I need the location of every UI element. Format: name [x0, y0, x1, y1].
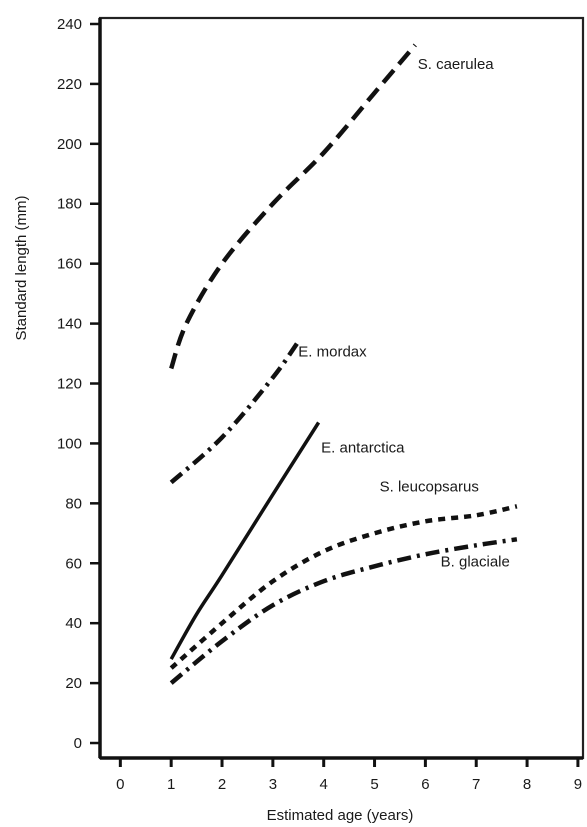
series-label: S. leucopsarus — [380, 478, 479, 495]
y-tick-label: 220 — [57, 76, 82, 93]
x-tick-label: 7 — [472, 776, 480, 793]
y-tick-label: 0 — [74, 735, 82, 752]
plot-frame — [98, 16, 585, 760]
series-line-s-caerulea — [169, 43, 417, 370]
series-label: S. caerulea — [418, 56, 495, 73]
y-tick-label: 200 — [57, 136, 82, 153]
x-tick-label: 0 — [116, 776, 124, 793]
y-tick-label: 240 — [57, 16, 82, 33]
x-tick-label: 4 — [320, 776, 328, 793]
x-tick-label: 5 — [370, 776, 378, 793]
series-labels: S. caerulea E. mordax E. antarctica S. leuc… — [298, 56, 510, 570]
series-lines — [169, 43, 518, 685]
y-tick-label: 180 — [57, 196, 82, 213]
y-tick-label: 100 — [57, 435, 82, 452]
y-axis-ticks: 0 20 40 60 80 100 120 140 160 180 200 220 240 — [57, 16, 100, 752]
x-tick-label: 2 — [218, 776, 226, 793]
x-tick-label: 9 — [574, 776, 582, 793]
x-axis-ticks: 0 1 2 3 4 5 6 7 8 9 — [116, 758, 582, 793]
series-label: E. antarctica — [321, 439, 405, 456]
x-tick-label: 3 — [269, 776, 277, 793]
y-tick-label: 120 — [57, 376, 82, 393]
x-tick-label: 1 — [167, 776, 175, 793]
x-tick-label: 8 — [523, 776, 531, 793]
y-tick-label: 140 — [57, 316, 82, 333]
series-line-s-leucopsarus — [169, 504, 518, 670]
y-tick-label: 20 — [65, 675, 82, 692]
y-tick-label: 60 — [65, 555, 82, 572]
series-label: E. mordax — [298, 344, 367, 361]
y-tick-label: 80 — [65, 495, 82, 512]
y-axis-title: Standard length (mm) — [13, 195, 30, 340]
series-line-b-glaciale — [169, 537, 518, 685]
y-tick-label: 40 — [65, 615, 82, 632]
x-tick-label: 6 — [421, 776, 429, 793]
series-line-e-antarctica — [169, 421, 321, 660]
y-tick-label: 160 — [57, 256, 82, 273]
series-label: B. glaciale — [441, 553, 510, 570]
x-axis-title: Estimated age (years) — [267, 807, 414, 824]
